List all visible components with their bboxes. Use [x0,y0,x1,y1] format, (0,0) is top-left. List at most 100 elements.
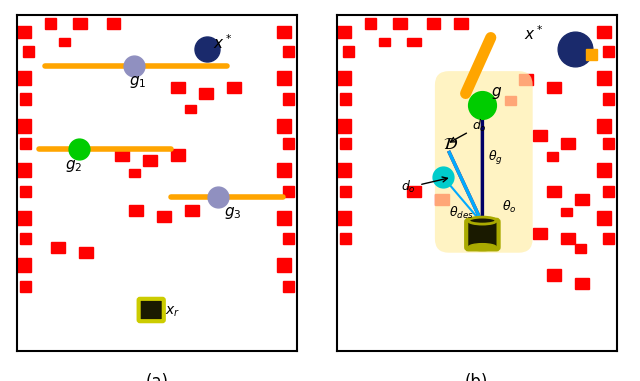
Bar [171,149,185,160]
Bar [17,211,31,225]
Bar [20,281,31,292]
Bar [59,38,70,46]
FancyBboxPatch shape [435,71,532,253]
Bar [129,169,140,177]
Bar [277,163,291,177]
Bar [532,130,547,141]
Bar [227,82,241,93]
Bar [561,138,575,149]
Bar [379,38,390,46]
Bar [340,138,351,149]
Ellipse shape [468,244,497,251]
Bar [129,205,143,216]
Text: $x^*$: $x^*$ [524,25,543,43]
Bar [20,186,31,197]
Bar [198,88,212,99]
Bar [454,18,468,29]
Bar [79,247,93,258]
FancyBboxPatch shape [466,220,499,250]
Text: $x^*$: $x^*$ [212,33,232,52]
Bar [17,258,31,272]
Bar [505,96,516,105]
Bar [282,281,294,292]
Bar [575,194,589,205]
Bar [547,152,558,160]
Bar [277,211,291,225]
Bar [561,208,572,216]
Bar [393,18,407,29]
Bar [45,18,56,29]
Text: $\theta_g$: $\theta_g$ [488,149,503,166]
Bar [547,82,561,93]
Text: $\theta_{des}$: $\theta_{des}$ [449,205,474,221]
Text: $\mathcal{D}$: $\mathcal{D}$ [444,135,458,153]
Bar [337,26,351,38]
Bar [340,93,351,105]
Bar [435,194,449,205]
Bar [143,155,157,166]
Bar [157,211,171,222]
Bar [426,18,440,29]
Bar [337,71,351,85]
Bar [17,71,31,85]
Bar [282,186,294,197]
Bar [532,227,547,239]
Bar [17,26,31,38]
Bar [185,105,196,113]
Text: $g_3$: $g_3$ [224,205,241,221]
Ellipse shape [468,217,497,224]
Bar [282,138,294,149]
Bar [342,46,354,57]
Bar [277,118,291,133]
Bar [277,258,291,272]
Text: $x_r$: $x_r$ [165,304,180,319]
Bar [20,233,31,244]
Bar [171,82,185,93]
Bar [602,46,614,57]
Bar [547,186,561,197]
Bar [597,163,611,177]
Bar [277,26,291,38]
FancyBboxPatch shape [139,299,164,321]
Bar [407,186,421,197]
Bar [185,205,198,216]
Bar [17,163,31,177]
Text: (a): (a) [145,373,168,381]
Bar [340,233,351,244]
Bar [602,93,614,105]
Bar [73,18,87,29]
Bar [115,149,129,160]
Bar [337,118,351,133]
Bar [282,46,294,57]
Bar [597,71,611,85]
Bar [602,186,614,197]
Bar [20,93,31,105]
Bar [602,138,614,149]
Bar [561,233,575,244]
Bar [282,233,294,244]
Bar [597,211,611,225]
Bar [282,93,294,105]
Text: $\theta_o$: $\theta_o$ [502,199,516,215]
Bar [407,38,421,46]
Bar [547,269,561,281]
Bar [22,46,34,57]
Bar [602,233,614,244]
Text: $g$: $g$ [491,85,502,101]
Bar [337,211,351,225]
Bar [597,118,611,133]
Text: $d_o$: $d_o$ [401,177,447,195]
Bar [575,244,586,253]
Bar [597,26,611,38]
Text: $g_1$: $g_1$ [129,74,147,90]
Bar [17,118,31,133]
Text: (b): (b) [465,373,488,381]
Bar [340,186,351,197]
Bar [586,49,597,60]
Text: $g_2$: $g_2$ [65,158,82,174]
Bar [365,18,376,29]
Bar [337,163,351,177]
Text: $d_o$: $d_o$ [451,118,486,142]
Bar [277,71,291,85]
Bar [575,278,589,289]
